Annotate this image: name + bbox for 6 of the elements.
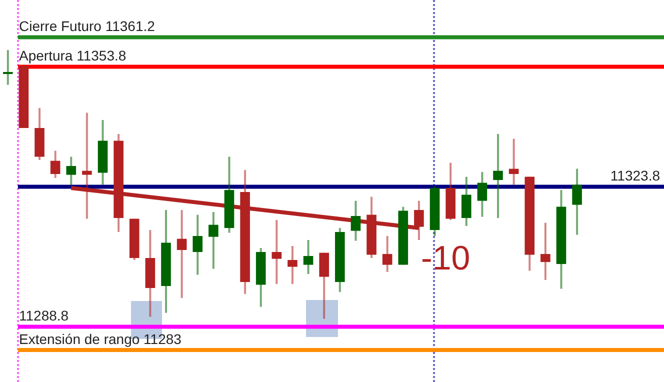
ref-line-label: 11288.8	[19, 308, 69, 324]
ref-line-label: Apertura 11353.8	[19, 48, 126, 64]
ref-line-label: Cierre Futuro 11361.2	[19, 18, 156, 34]
ref-line-label: Extensión de rango 11283	[19, 330, 182, 347]
ref-line-label: 11323.8	[610, 168, 660, 184]
annotation: -10	[421, 239, 470, 278]
